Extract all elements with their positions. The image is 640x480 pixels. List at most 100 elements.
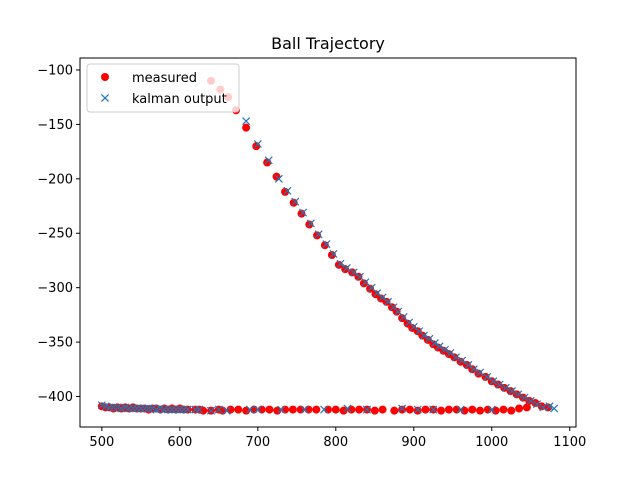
measured-point-25 <box>199 406 208 415</box>
kalman-point-22 <box>183 405 192 414</box>
kalman-point-19-stroke-b <box>171 405 180 414</box>
kalman-point-79 <box>495 380 504 389</box>
kalman-point-7 <box>125 404 134 413</box>
measured-point-41 <box>324 405 332 414</box>
kalman-point-58-stroke-b <box>378 293 387 302</box>
kalman-point-65-stroke-b <box>415 327 424 336</box>
measured-point-64 <box>507 406 516 415</box>
y-tick-label-6: −100 <box>37 63 73 78</box>
kalman-point-75-stroke-b <box>469 365 478 374</box>
kalman-point-33-stroke-b <box>343 404 352 413</box>
series-kalman-output <box>97 117 559 415</box>
kalman-point-67-stroke-b <box>425 334 434 343</box>
measured-point-36 <box>281 405 290 414</box>
measured-point-35 <box>273 406 282 415</box>
kalman-point-10-stroke-b <box>136 404 145 413</box>
kalman-point-59-stroke-b <box>384 297 393 306</box>
kalman-point-43-stroke-b <box>274 174 283 183</box>
kalman-point-43 <box>274 174 283 183</box>
kalman-point-21-stroke-b <box>179 405 188 414</box>
kalman-point-25 <box>206 406 216 415</box>
kalman-point-17-stroke-b <box>164 405 173 414</box>
measured-point-50 <box>398 405 407 414</box>
chart-title: Ball Trajectory <box>271 34 385 53</box>
measured-point-32 <box>249 405 258 414</box>
kalman-point-80-stroke-b <box>501 383 510 392</box>
kalman-point-82-stroke-b <box>514 390 523 399</box>
kalman-point-34 <box>362 405 372 414</box>
kalman-point-28-stroke-b <box>245 405 255 414</box>
kalman-point-39-stroke-b <box>487 405 496 414</box>
kalman-point-27-stroke-b <box>222 406 231 415</box>
kalman-point-66-stroke-b <box>419 331 428 340</box>
kalman-point-37 <box>429 405 438 414</box>
kalman-point-30-stroke-b <box>277 405 286 414</box>
kalman-point-83 <box>520 393 529 402</box>
kalman-point-51 <box>336 259 345 268</box>
measured-point-58 <box>460 406 469 415</box>
kalman-point-8 <box>129 404 138 413</box>
kalman-point-2-stroke-b <box>105 403 114 412</box>
kalman-point-70-stroke-b <box>440 345 450 354</box>
y-tick-label-4: −200 <box>37 172 73 187</box>
kalman-point-10 <box>136 404 145 413</box>
kalman-point-68 <box>430 339 439 348</box>
kalman-point-52 <box>342 264 351 273</box>
kalman-point-84 <box>526 396 535 405</box>
measured-point-114 <box>518 393 527 402</box>
kalman-point-70 <box>440 345 450 354</box>
kalman-point-38-stroke-b <box>456 405 465 414</box>
kalman-point-11 <box>140 404 149 413</box>
kalman-point-76 <box>476 368 485 377</box>
measured-point-49 <box>390 406 399 415</box>
kalman-point-44-stroke-b <box>283 186 292 195</box>
kalman-point-52-stroke-b <box>342 264 351 273</box>
kalman-point-45-stroke-b <box>291 197 300 206</box>
kalman-point-42-stroke-b <box>264 156 273 165</box>
y-tick-label-1: −350 <box>37 336 73 351</box>
x-tick-label-2: 700 <box>245 435 270 450</box>
measured-point-43 <box>339 406 348 415</box>
kalman-point-4-stroke-b <box>113 403 122 412</box>
kalman-point-57-stroke-b <box>373 289 382 298</box>
measured-point-48 <box>378 405 387 414</box>
kalman-point-15-stroke-b <box>156 404 165 413</box>
kalman-point-30 <box>277 405 286 414</box>
kalman-point-36-stroke-b <box>413 405 422 414</box>
kalman-point-88-stroke-b <box>550 404 559 413</box>
measured-point-56 <box>444 405 453 414</box>
kalman-point-41-stroke-b <box>253 139 262 149</box>
measured-point-61 <box>483 405 492 414</box>
kalman-point-3 <box>109 403 118 412</box>
kalman-point-67 <box>425 334 434 343</box>
kalman-point-61-stroke-b <box>394 307 403 316</box>
x-tick-label-4: 900 <box>401 435 426 450</box>
measured-point-60 <box>476 406 485 415</box>
measured-point-63 <box>499 405 508 414</box>
kalman-point-71 <box>446 348 455 358</box>
measured-point-47 <box>370 406 379 415</box>
measured-point-55 <box>437 406 446 415</box>
y-tick-label-2: −300 <box>37 281 73 296</box>
kalman-point-23-stroke-b <box>191 405 200 414</box>
kalman-point-31-stroke-b <box>300 405 309 414</box>
kalman-point-20 <box>175 405 184 414</box>
kalman-point-85 <box>532 400 542 409</box>
kalman-point-73-stroke-b <box>458 356 467 365</box>
kalman-point-69-stroke-b <box>435 342 444 351</box>
kalman-point-60-stroke-b <box>389 303 398 312</box>
kalman-point-29-stroke-b <box>253 405 262 414</box>
measured-point-52 <box>413 406 422 415</box>
measured-point-44 <box>347 405 356 414</box>
legend-marker-1 <box>100 93 110 103</box>
kalman-point-47-stroke-b <box>306 219 315 228</box>
kalman-point-88 <box>550 404 559 413</box>
measured-point-29 <box>226 405 235 414</box>
kalman-point-78-stroke-b <box>489 377 498 386</box>
kalman-point-62-stroke-b <box>399 313 408 322</box>
kalman-point-20-stroke-b <box>175 405 184 414</box>
measured-point-31 <box>242 406 251 415</box>
kalman-point-79-stroke-b <box>495 380 504 389</box>
kalman-point-83-stroke-b <box>520 393 529 402</box>
